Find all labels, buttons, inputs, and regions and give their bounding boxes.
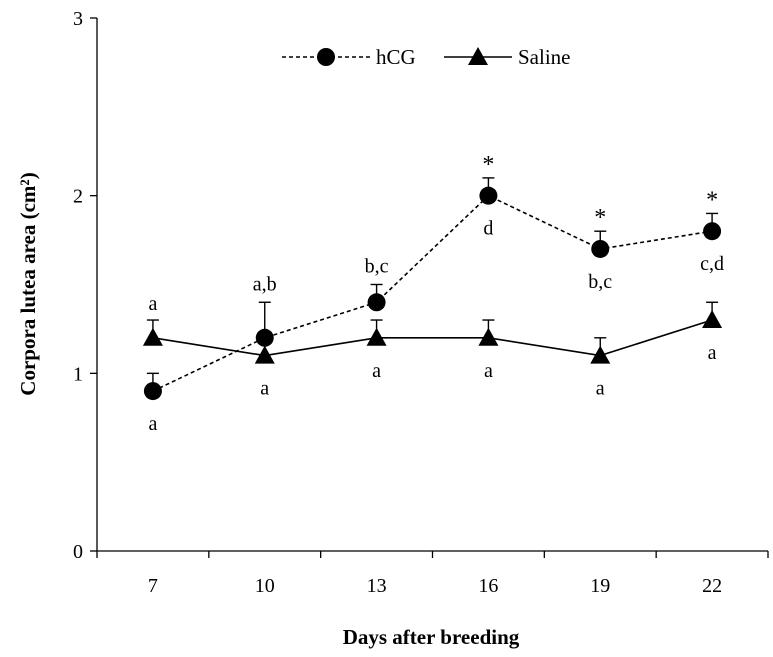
series-hcg-line — [152, 194, 713, 392]
letter-label: a — [596, 378, 605, 400]
letter-label: a — [372, 360, 381, 382]
x-tick-label: 13 — [367, 575, 387, 597]
data-point — [143, 382, 162, 401]
letter-label: a,b — [253, 273, 277, 295]
letter-label: a — [148, 413, 157, 435]
letter-label: a — [260, 378, 269, 400]
y-tick-label: 1 — [73, 363, 83, 385]
y-tick-label: 2 — [73, 186, 83, 208]
data-point — [367, 293, 386, 312]
letter-label: b,c — [365, 256, 389, 278]
y-tick-label: 3 — [73, 8, 83, 30]
letter-label: a — [708, 342, 717, 364]
legend: hCG Saline — [282, 45, 571, 69]
significance-marker: * — [706, 187, 718, 213]
axes: 0 1 2 3 7 10 13 16 19 22 — [73, 8, 769, 597]
legend-hcg-label: hCG — [376, 45, 416, 69]
y-axis-title: Corpora lutea area (cm²) — [16, 172, 40, 395]
letter-label: a — [148, 293, 157, 315]
data-point — [479, 186, 498, 205]
series-hcg — [143, 177, 722, 401]
legend-hcg-marker — [317, 48, 335, 66]
letter-label: d — [483, 218, 493, 240]
x-axis-title: Days after breeding — [343, 625, 520, 649]
significance-marker: * — [594, 205, 606, 231]
x-tick-label: 16 — [478, 575, 498, 597]
x-tick-label: 10 — [255, 575, 275, 597]
data-point — [590, 345, 611, 364]
letter-label: b,c — [588, 271, 612, 293]
data-point — [142, 327, 163, 346]
significance-marker: * — [482, 152, 494, 178]
series-saline — [142, 301, 723, 364]
data-point — [591, 239, 610, 258]
data-point — [703, 222, 722, 241]
legend-saline-marker — [468, 47, 488, 65]
data-point — [478, 327, 499, 346]
x-tick-label: 22 — [702, 575, 722, 597]
y-tick-label: 0 — [73, 541, 83, 563]
data-point — [366, 327, 387, 346]
series-saline-line — [152, 319, 713, 357]
letter-label: c,d — [700, 253, 724, 275]
x-tick-label: 19 — [590, 575, 610, 597]
legend-saline-label: Saline — [518, 45, 571, 69]
data-point — [702, 310, 723, 329]
data-point — [254, 345, 275, 364]
letter-label: a — [484, 360, 493, 382]
x-tick-label: 7 — [148, 575, 158, 597]
